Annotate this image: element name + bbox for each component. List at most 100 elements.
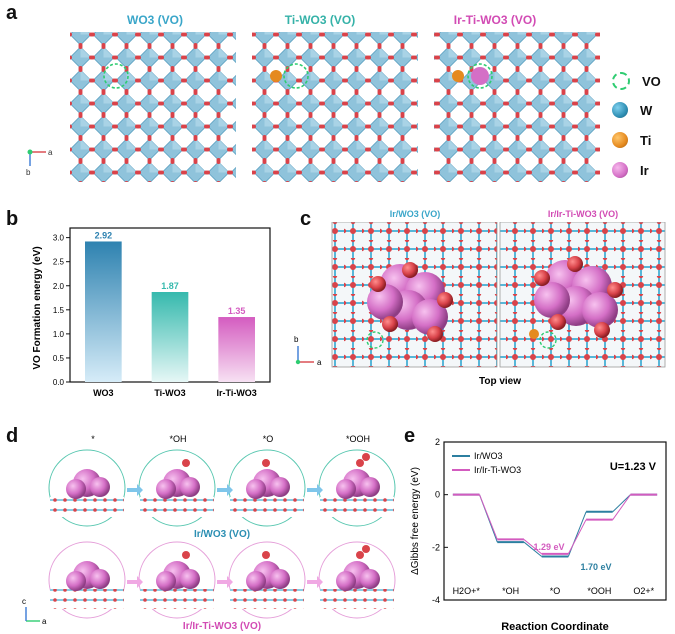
- bar-value-label-2: 1.35: [228, 306, 246, 316]
- e-xtick-label-1: *OH: [502, 586, 519, 596]
- vacancy-marker-ir-ti-wo3: [467, 63, 493, 89]
- bar-category-label-0: WO3: [93, 388, 114, 398]
- legend-vacancy-label: VO: [642, 73, 661, 89]
- b-ytick-label-5: 2.5: [53, 258, 65, 267]
- ti-sphere-icon: [612, 132, 628, 148]
- b-ytick-label-3: 1.5: [53, 306, 65, 315]
- panel-a-title-wo3: WO3 (VO): [80, 13, 230, 27]
- panel-c-title-ir-ir-ti-wo3-text: Ir/Ir-Ti-WO3 (VO): [547, 209, 619, 219]
- legend-w: W: [612, 102, 652, 118]
- lattice-ir-ti-wo3: [434, 32, 600, 182]
- legend-w-label: W: [640, 102, 653, 118]
- vacancy-ring-icon: [612, 72, 630, 90]
- step-label-oh: *OH: [169, 434, 186, 444]
- arrow-right-icon: [217, 576, 233, 588]
- vacancy-marker-wo3: [103, 63, 129, 89]
- row2-label: Ir/Ir-Ti-WO3 (VO): [183, 621, 261, 632]
- e-xtick-label-2: *O: [550, 586, 561, 596]
- arrow-right-icon: [307, 576, 323, 588]
- e-ytick-label-2: -2: [432, 542, 440, 552]
- row1-label: Ir/WO3 (VO): [194, 529, 250, 540]
- chart-e-xlabel: Reaction Coordinate: [501, 621, 609, 633]
- bar-category-label-1: Ti-WO3: [154, 388, 185, 398]
- panel-a-title-ti-wo3: Ti-WO3 (VO): [245, 13, 395, 27]
- step-label-ooh: *OOH: [346, 434, 370, 444]
- arrow-right-icon: [127, 484, 143, 496]
- annotation-1-29-ev: 1.29 eV: [533, 542, 564, 552]
- e-ytick-label-3: -4: [432, 595, 440, 605]
- bar-2: [218, 317, 255, 382]
- ti-atom-2: [452, 70, 464, 82]
- axis-b-label: b: [26, 168, 31, 177]
- vacancy-marker-c1: [366, 331, 384, 349]
- c-axis-b-label: b: [294, 335, 299, 344]
- ir-cluster-1: [367, 262, 453, 342]
- legend-ir: Ir: [612, 162, 649, 178]
- step-label-o: *O: [263, 434, 274, 444]
- d-axis-x-label: a: [42, 617, 47, 626]
- panel-a-title-ir-ti-wo3-text: Ir-Ti-WO3 (VO): [453, 13, 537, 27]
- legend-ti-label: Ti: [640, 132, 652, 148]
- e-ytick-label-0: 2: [435, 437, 440, 447]
- panel-a-title-ti-wo3-text: Ti-WO3 (VO): [284, 13, 356, 27]
- axis-origin: [27, 149, 33, 155]
- connector-1-0: [479, 494, 498, 540]
- vo-formation-energy-chart: 0.0 0.5 1.0 1.5 2.0 2.5 3.0 2.92 WO3 1.87 Ti-WO3 1…: [32, 227, 271, 398]
- b-ytick-label-6: 3.0: [53, 234, 65, 243]
- row2-snapshots: [48, 541, 396, 619]
- bar-0: [85, 241, 122, 382]
- panel-c-title-ir-wo3: Ir/WO3 (VO): [332, 209, 498, 219]
- ir-cluster-2: [534, 256, 623, 338]
- chart-e-ylabel: ΔGibbs free energy (eV): [410, 467, 421, 575]
- ti-atom: [270, 70, 282, 82]
- vacancy-marker-ti-wo3: [283, 63, 309, 89]
- d-axis-z-label: c: [22, 597, 26, 606]
- panel-label-d: d: [6, 425, 19, 447]
- ir-atom: [471, 67, 489, 85]
- b-ytick-label-0: 0.0: [53, 378, 65, 387]
- chart-e-condition: U=1.23 V: [610, 461, 657, 473]
- axis-a-label: a: [48, 148, 53, 157]
- panel-d-reaction-steps: * *OH *O *OOH Ir/WO3 (VO): [22, 434, 396, 632]
- connector-0-1: [523, 541, 542, 557]
- legend-label-1: Ir/Ir-Ti-WO3: [474, 465, 521, 475]
- bar-category-label-2: Ir-Ti-WO3: [216, 388, 256, 398]
- bar-value-label-0: 2.92: [95, 230, 113, 240]
- connector-1-1: [523, 539, 542, 555]
- b-ytick-label-2: 1.0: [53, 330, 65, 339]
- step-label-bare: *: [91, 434, 95, 444]
- bar-value-label-1: 1.87: [161, 281, 179, 291]
- panel-label-e: e: [404, 425, 416, 447]
- arrow-right-icon: [307, 484, 323, 496]
- connector-1-3: [612, 494, 631, 520]
- c-axis-origin: [295, 359, 301, 365]
- panel-c-top-views: a b Top view: [294, 222, 666, 387]
- panel-c-caption: Top view: [479, 376, 521, 387]
- chart-e-frame: [443, 441, 667, 601]
- annotation-1-70-ev: 1.70 eV: [580, 562, 611, 572]
- legend-ir-label: Ir: [640, 162, 649, 178]
- b-ytick-label-1: 0.5: [53, 354, 65, 363]
- vacancy-marker-c2: [539, 331, 557, 349]
- e-ytick-label-1: 0: [435, 490, 440, 500]
- c-axis-a-label: a: [317, 358, 322, 367]
- arrow-right-icon: [127, 576, 143, 588]
- panel-c-title-ir-ir-ti-wo3: Ir/Ir-Ti-WO3 (VO): [500, 209, 666, 219]
- panel-a-structures: a b: [26, 32, 600, 182]
- chart-b-ylabel: VO Formation energy (eV): [32, 246, 43, 369]
- lattice-wo3: [70, 32, 236, 182]
- e-xtick-label-0: H2O+*: [453, 586, 481, 596]
- legend-vacancy: VO: [612, 72, 661, 90]
- panel-a-title-ir-ti-wo3: Ir-Ti-WO3 (VO): [420, 13, 570, 27]
- panel-c-title-ir-wo3-text: Ir/WO3 (VO): [389, 209, 441, 219]
- e-xtick-label-3: *OOH: [587, 586, 611, 596]
- connector-0-3: [612, 494, 631, 513]
- gibbs-free-energy-chart: 2 0 -2 -4 H2O+* *OH *O *OOH O2+* Ir/WO3 Ir/Ir-Ti-…: [410, 437, 667, 633]
- legend-label-0: Ir/WO3: [474, 451, 503, 461]
- panel-label-a: a: [6, 2, 18, 24]
- w-sphere-icon: [612, 102, 628, 118]
- e-xtick-label-4: O2+*: [633, 586, 654, 596]
- row1-snapshots: [48, 449, 396, 527]
- legend-ti: Ti: [612, 132, 651, 148]
- panel-label-b: b: [6, 208, 19, 230]
